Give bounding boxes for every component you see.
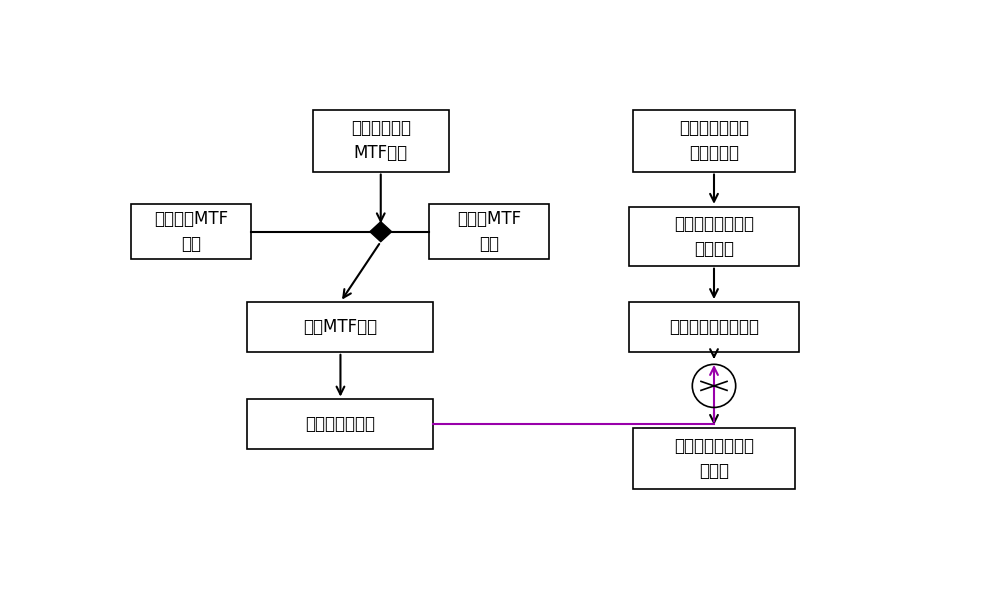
Text: 遥感影像在轨
MTF获取: 遥感影像在轨 MTF获取	[351, 120, 411, 163]
Bar	[313, 110, 449, 171]
Polygon shape	[370, 221, 392, 241]
Text: 大气MTF计算: 大气MTF计算	[303, 318, 378, 336]
Text: 遥感器MTF
获取: 遥感器MTF 获取	[457, 210, 521, 253]
Bar	[629, 207, 799, 266]
Text: 未考虑邻近效应的
大气校正: 未考虑邻近效应的 大气校正	[674, 215, 754, 258]
Text: 卫星平台MTF
计算: 卫星平台MTF 计算	[154, 210, 228, 253]
Text: 受邻近效应影响
的遥感影像: 受邻近效应影响 的遥感影像	[679, 120, 749, 163]
Bar	[633, 110, 795, 171]
Bar	[629, 302, 799, 352]
Bar	[247, 399, 433, 449]
Text: 地物平均反射率影像: 地物平均反射率影像	[669, 318, 759, 336]
Bar	[633, 428, 795, 489]
Bar	[247, 302, 433, 352]
Bar	[429, 204, 549, 259]
Bar	[131, 204, 251, 259]
Text: 消除邻近效应的遥
感影像: 消除邻近效应的遥 感影像	[674, 437, 754, 480]
Text: 二维卷积核构建: 二维卷积核构建	[305, 415, 375, 434]
